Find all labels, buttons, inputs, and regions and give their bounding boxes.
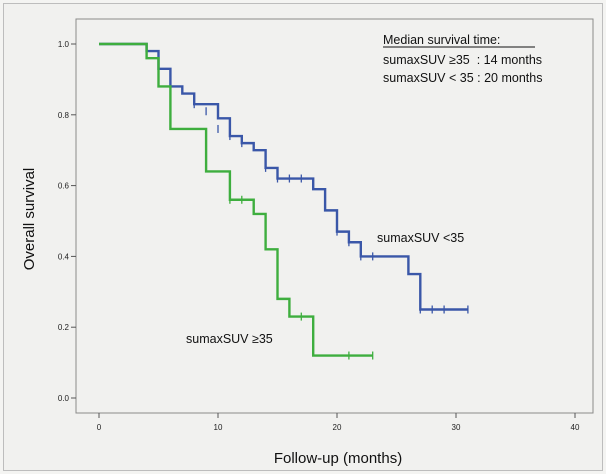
x-tick-label: 30: [452, 423, 461, 432]
y-tick-label: 0.8: [58, 111, 70, 120]
x-tick-label: 20: [333, 423, 342, 432]
median-annotation: Median survival time: sumaxSUV ≥35 : 14 …: [383, 33, 542, 85]
curve-label-low-suv: sumaxSUV <35: [377, 231, 464, 245]
y-tick-label: 0.4: [58, 252, 70, 261]
y-axis-title: Overall survival: [21, 168, 38, 271]
x-tick-label: 0: [97, 423, 102, 432]
annotation-heading: Median survival time:: [383, 33, 500, 47]
y-tick-label: 1.0: [58, 40, 70, 49]
axis-ticks: 0 10 20 30 40 0.0 0.2 0.4 0.6 0.8 1.0: [58, 40, 580, 432]
x-tick-label: 40: [571, 423, 580, 432]
plot-area: [75, 18, 594, 414]
y-tick-label: 0.2: [58, 323, 70, 332]
annotation-line-1: sumaxSUV ≥35 : 14 months: [383, 53, 542, 67]
curve-label-high-suv: sumaxSUV ≥35: [186, 332, 273, 346]
survival-chart: 0 10 20 30 40 0.0 0.2 0.4 0.6 0.8 1.0 Overall surv…: [21, 18, 594, 467]
x-axis-title: Follow-up (months): [274, 450, 402, 467]
series-line-low-suv: [99, 42, 468, 311]
series-layer: [99, 42, 469, 360]
x-tick-label: 10: [214, 423, 223, 432]
chart-frame: 0 10 20 30 40 0.0 0.2 0.4 0.6 0.8 1.0 Overall surv…: [3, 3, 603, 471]
y-tick-label: 0.0: [58, 394, 70, 403]
annotation-line-2: sumaxSUV < 35 : 20 months: [383, 71, 542, 85]
y-tick-label: 0.6: [58, 182, 70, 191]
